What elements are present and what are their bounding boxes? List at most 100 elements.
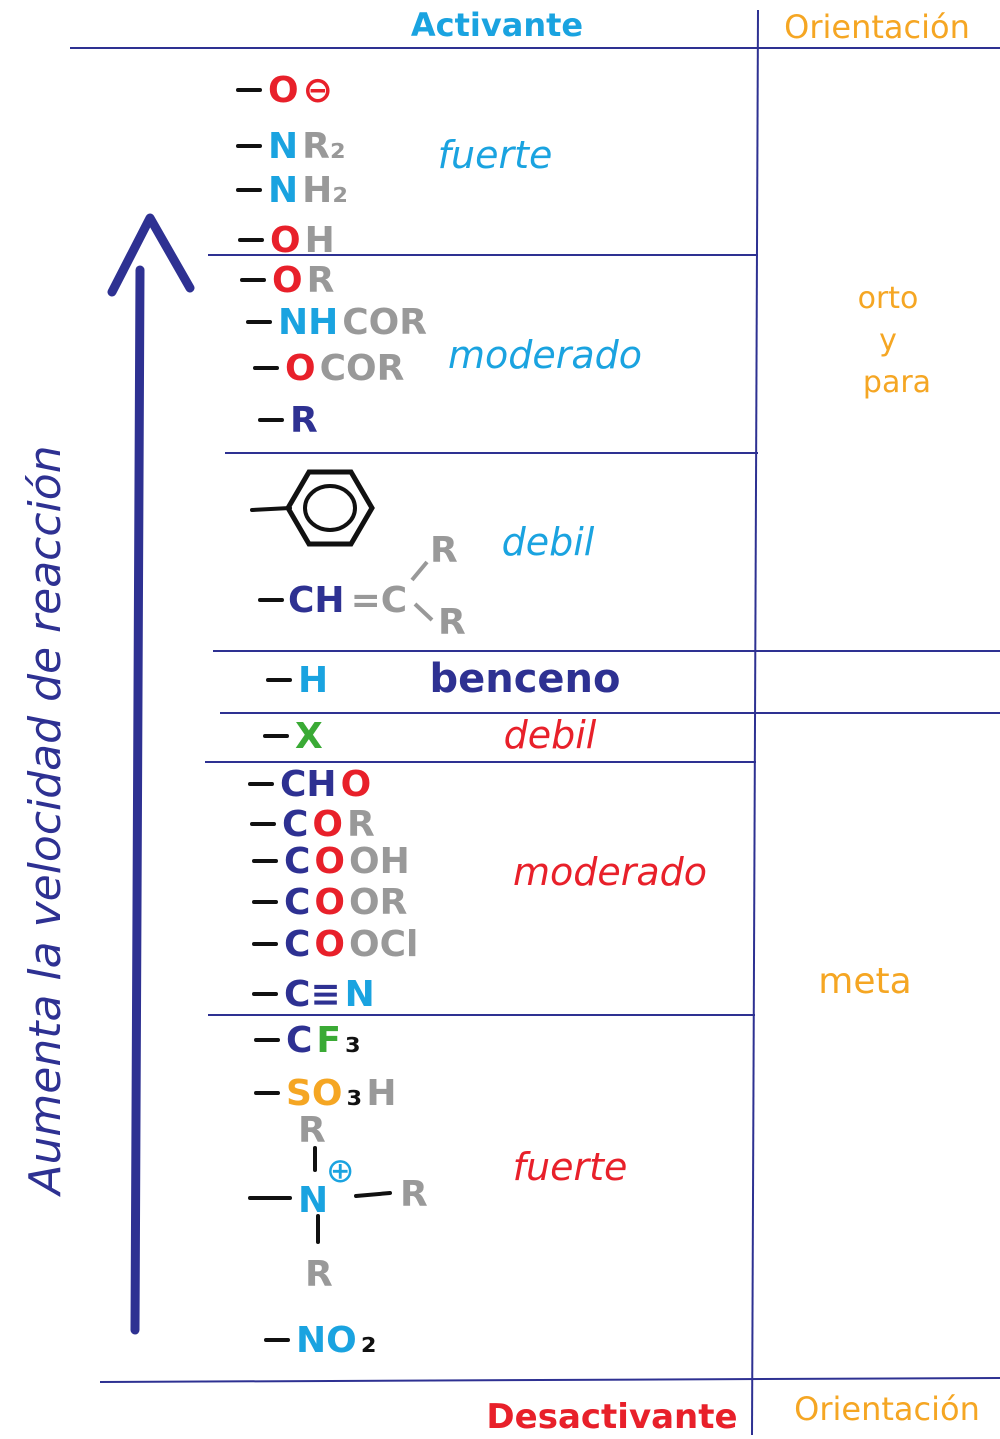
atom: R₂ — [302, 126, 346, 167]
formula: C O OH — [284, 841, 410, 882]
atom: CH — [280, 764, 337, 805]
atom: ⊖ — [303, 70, 333, 111]
header-left: Activante — [411, 6, 583, 44]
ring — [285, 469, 375, 547]
formula: N H₂ — [268, 170, 348, 211]
atom: C≡ — [284, 974, 341, 1015]
formula: CH =C — [288, 580, 407, 621]
atom: CH — [288, 580, 345, 621]
formula: C≡ N — [284, 974, 375, 1015]
footer-left: Desactivante — [486, 1397, 737, 1437]
formula: C O OCl — [284, 924, 418, 965]
formula: R — [290, 400, 318, 441]
arrow-shaft — [130, 265, 145, 1335]
atom: COR — [342, 302, 427, 343]
atom: O — [285, 348, 316, 389]
formula: N R₂ — [268, 126, 346, 167]
group-label: fuerte — [513, 1145, 628, 1189]
atom: O — [312, 804, 343, 845]
bond — [413, 602, 434, 622]
atom: R — [307, 260, 335, 301]
orientation: meta — [818, 961, 911, 1002]
footer-right: Orientación — [794, 1390, 980, 1428]
ammonium: R N ⊕ R R — [248, 1110, 428, 1295]
rule — [99, 1377, 1000, 1383]
atom: R — [438, 602, 466, 643]
atom: ₃ — [347, 1073, 363, 1114]
atom: SO — [286, 1073, 343, 1114]
rule — [751, 9, 759, 1436]
formula: O ⊖ — [268, 70, 333, 111]
atom: H — [366, 1073, 396, 1114]
formula: NO ₂ — [296, 1320, 377, 1361]
benzene — [250, 469, 375, 547]
atom: O — [314, 882, 345, 923]
atom: C — [284, 841, 310, 882]
table-rules — [70, 9, 1000, 1436]
orientation: orto — [858, 281, 919, 316]
group-label: debil — [504, 713, 597, 757]
bond — [354, 1191, 392, 1198]
atom: COR — [320, 348, 405, 389]
atom: R — [347, 804, 375, 845]
atom: C — [282, 804, 308, 845]
atom: =C — [351, 580, 408, 621]
atom: ₂ — [361, 1320, 377, 1361]
ring-circle — [303, 484, 357, 532]
atom: ₃ — [345, 1020, 361, 1061]
atom: N — [268, 126, 298, 167]
atom: O — [272, 260, 303, 301]
atom: N — [345, 974, 375, 1015]
atom: NH — [278, 302, 338, 343]
formula: SO ₃ H — [286, 1073, 396, 1114]
atom: O — [270, 220, 301, 261]
atom: C — [284, 924, 310, 965]
atom: H — [305, 220, 335, 261]
bond — [410, 560, 429, 582]
atom: R — [305, 1254, 333, 1295]
orientation: para — [863, 365, 931, 400]
vinyl: CH =C R R — [258, 530, 466, 643]
orientation: y — [879, 323, 897, 358]
formula: NH COR — [278, 302, 427, 343]
atom: O — [341, 764, 372, 805]
group-label: benceno — [429, 656, 620, 702]
atom: N — [268, 170, 298, 211]
header-right: Orientación — [784, 8, 970, 46]
atom: N — [298, 1180, 328, 1221]
atom: F — [316, 1020, 341, 1061]
axis-label: Aumenta la velocidad de reacción — [20, 445, 71, 1197]
atom: NO — [296, 1320, 357, 1361]
atom: O — [314, 841, 345, 882]
group-label: debil — [502, 520, 595, 564]
atom: R — [298, 1110, 326, 1151]
formula: C O OR — [284, 882, 407, 923]
atom: H₂ — [302, 170, 348, 211]
atom: OCl — [349, 924, 418, 965]
atom: R — [290, 400, 318, 441]
formula: CH O — [280, 764, 371, 805]
atom: OR — [349, 882, 407, 923]
atom: R — [430, 530, 458, 571]
arrow-head — [107, 213, 195, 297]
formula: X — [295, 716, 323, 757]
atom: O — [268, 70, 299, 111]
atom: H — [298, 660, 328, 701]
atom: C — [286, 1020, 312, 1061]
formula: O COR — [285, 348, 404, 389]
atom: X — [295, 716, 323, 757]
group-label: moderado — [513, 850, 707, 894]
atom: R — [400, 1174, 428, 1215]
atom: C — [284, 882, 310, 923]
bond — [250, 506, 292, 512]
charge: ⊕ — [326, 1151, 355, 1191]
atom: OH — [349, 841, 410, 882]
atom: O — [314, 924, 345, 965]
arrow — [107, 213, 195, 1335]
group-label: moderado — [448, 333, 642, 377]
group-label: fuerte — [438, 133, 553, 177]
